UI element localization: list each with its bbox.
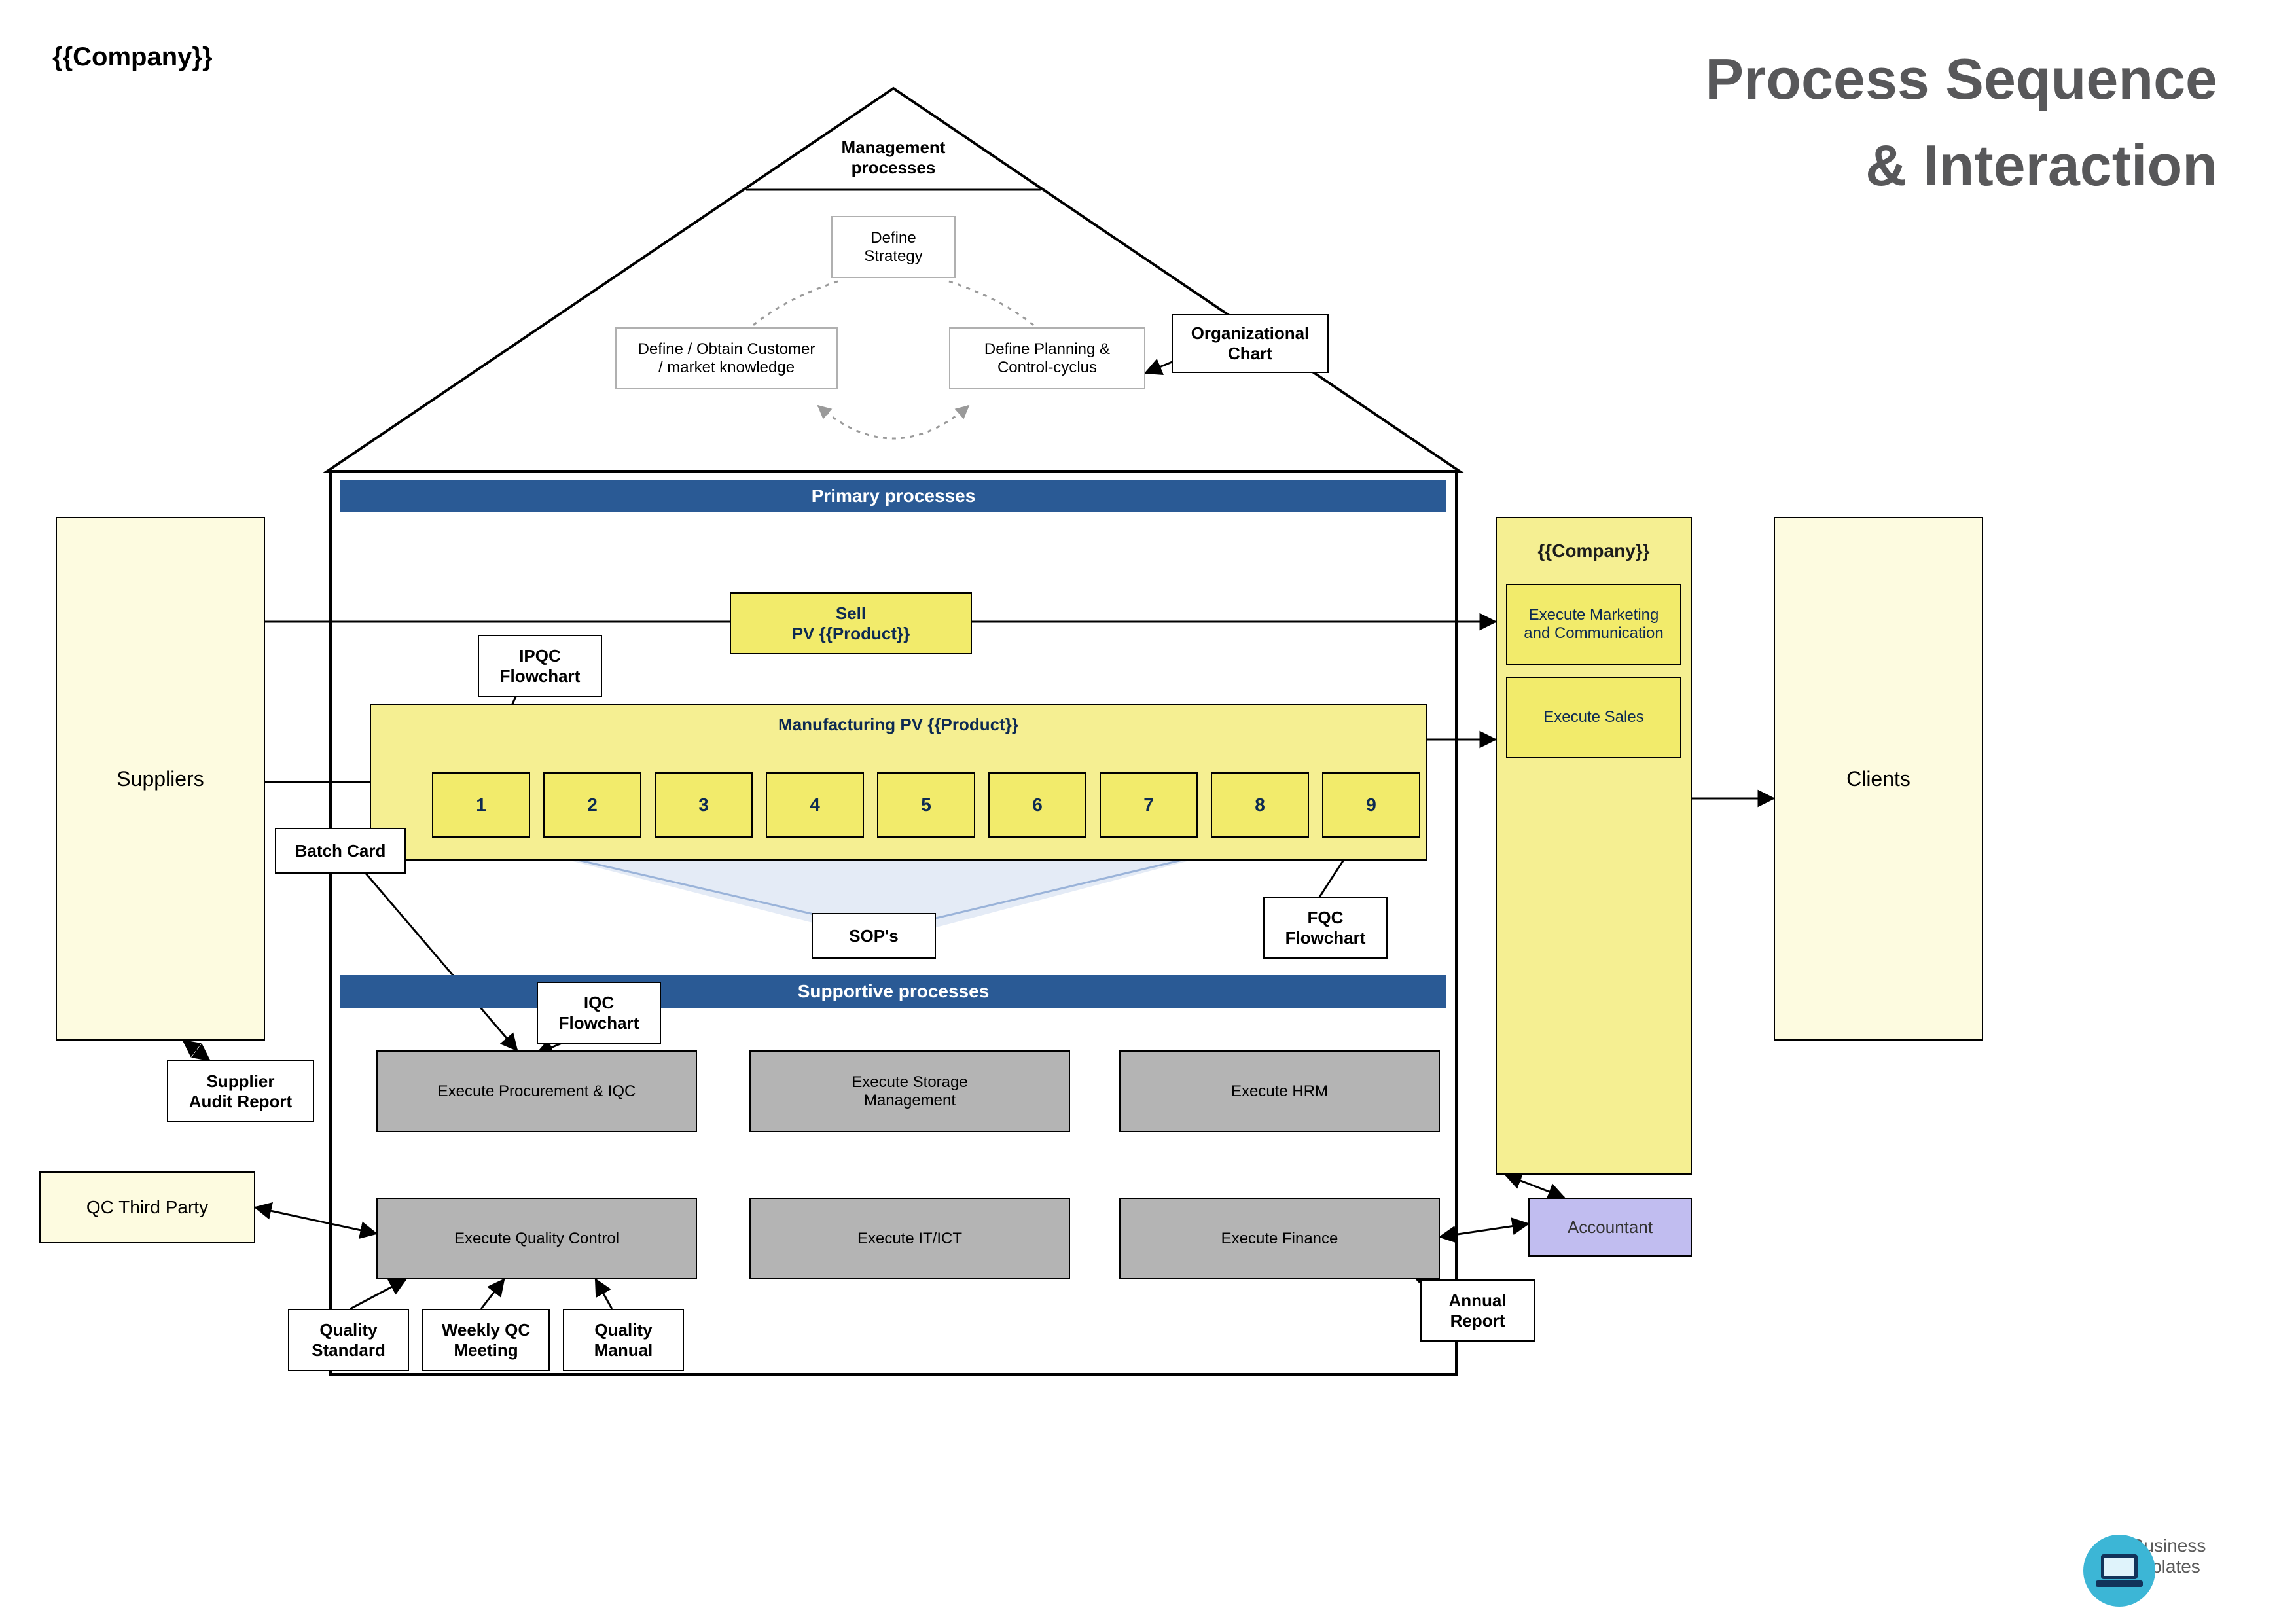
execute-qc-box: Execute Quality Control xyxy=(376,1198,697,1279)
execute-storage-box: Execute Storage Management xyxy=(749,1050,1070,1132)
manufacturing-step-4: 4 xyxy=(766,772,864,838)
annual-report-tag: Annual Report xyxy=(1420,1279,1535,1342)
management-processes-label: Management processes xyxy=(812,137,975,178)
execute-procurement-box: Execute Procurement & IQC xyxy=(376,1050,697,1132)
supplier-audit-tag: Supplier Audit Report xyxy=(167,1060,314,1122)
fqc-flowchart-tag: FQC Flowchart xyxy=(1263,897,1388,959)
sops-tag: SOP's xyxy=(812,913,936,959)
manufacturing-step-2: 2 xyxy=(543,772,641,838)
execute-hrm-box: Execute HRM xyxy=(1119,1050,1440,1132)
manufacturing-step-3: 3 xyxy=(655,772,753,838)
quality-manual-tag: Quality Manual xyxy=(563,1309,684,1371)
batch-card-tag: Batch Card xyxy=(275,828,406,874)
roof-define-strategy: Define Strategy xyxy=(831,216,956,278)
manufacturing-step-1: 1 xyxy=(432,772,530,838)
org-chart-tag: Organizational Chart xyxy=(1172,314,1329,373)
manufacturing-step-9: 9 xyxy=(1322,772,1420,838)
manufacturing-step-8: 8 xyxy=(1211,772,1309,838)
manufacturing-title: Manufacturing PV {{Product}} xyxy=(371,705,1426,744)
execute-marketing-box: Execute Marketing and Communication xyxy=(1506,584,1681,665)
weekly-qc-tag: Weekly QC Meeting xyxy=(422,1309,550,1371)
accountant-box: Accountant xyxy=(1528,1198,1692,1257)
execute-it-box: Execute IT/ICT xyxy=(749,1198,1070,1279)
iqc-flowchart-tag: IQC Flowchart xyxy=(537,982,661,1044)
manufacturing-step-7: 7 xyxy=(1100,772,1198,838)
quality-standard-tag: Quality Standard xyxy=(288,1309,409,1371)
diagram-stage: {{Company}} Process Sequence & Interacti… xyxy=(0,0,2296,1623)
company-panel-header: {{Company}} xyxy=(1497,518,1691,584)
qc-third-party-box: QC Third Party xyxy=(39,1171,255,1243)
clients-box: Clients xyxy=(1774,517,1983,1041)
ipqc-flowchart-tag: IPQC Flowchart xyxy=(478,635,602,697)
footer-logo: AllBusiness Templates xyxy=(2080,1531,2237,1577)
company-panel: {{Company}} Execute Marketing and Commun… xyxy=(1496,517,1692,1175)
sell-box: Sell PV {{Product}} xyxy=(730,592,972,654)
execute-finance-box: Execute Finance xyxy=(1119,1198,1440,1279)
primary-processes-band: Primary processes xyxy=(340,480,1446,512)
roof-planning-control: Define Planning & Control-cyclus xyxy=(949,327,1145,389)
laptop-icon xyxy=(2080,1531,2159,1610)
execute-sales-box: Execute Sales xyxy=(1506,677,1681,758)
manufacturing-step-5: 5 xyxy=(877,772,975,838)
suppliers-box: Suppliers xyxy=(56,517,265,1041)
roof-customer-knowledge: Define / Obtain Customer / market knowle… xyxy=(615,327,838,389)
supportive-processes-band: Supportive processes xyxy=(340,975,1446,1008)
manufacturing-step-6: 6 xyxy=(988,772,1086,838)
